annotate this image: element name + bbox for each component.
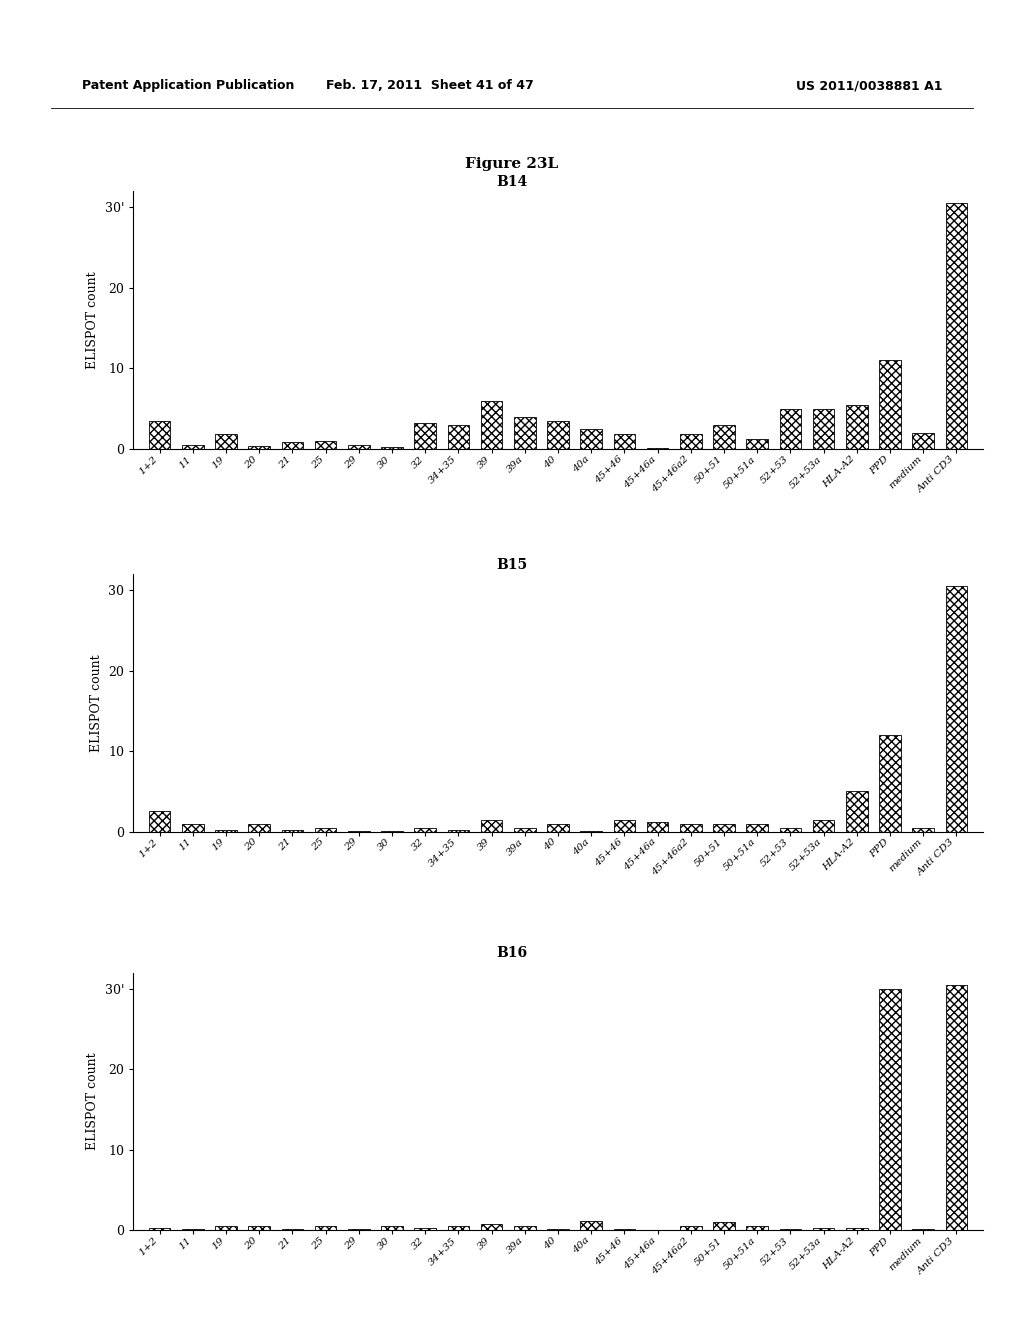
Bar	[215, 1226, 237, 1230]
Y-axis label: ELISPOT count: ELISPOT count	[86, 1053, 99, 1150]
Bar	[680, 434, 701, 449]
Bar	[846, 792, 867, 832]
Bar	[613, 820, 635, 832]
Text: US 2011/0038881 A1: US 2011/0038881 A1	[796, 79, 942, 92]
Bar	[813, 409, 835, 449]
Bar	[946, 985, 968, 1230]
Bar	[547, 824, 569, 832]
Bar	[746, 824, 768, 832]
Bar	[779, 1229, 801, 1230]
Bar	[746, 1226, 768, 1230]
Bar	[215, 830, 237, 832]
Bar	[415, 828, 436, 832]
Text: B15: B15	[497, 558, 527, 572]
Bar	[746, 440, 768, 449]
Bar	[680, 824, 701, 832]
Bar	[613, 434, 635, 449]
Bar	[813, 820, 835, 832]
Bar	[946, 203, 968, 449]
Bar	[249, 1226, 270, 1230]
Bar	[846, 404, 867, 449]
Bar	[912, 1229, 934, 1230]
Bar	[148, 812, 170, 832]
Text: Patent Application Publication: Patent Application Publication	[82, 79, 294, 92]
Bar	[547, 421, 569, 449]
Bar	[481, 820, 503, 832]
Bar	[381, 447, 402, 449]
Bar	[348, 445, 370, 449]
Bar	[714, 824, 735, 832]
Bar	[846, 1228, 867, 1230]
Bar	[514, 828, 536, 832]
Text: B14: B14	[497, 176, 527, 189]
Bar	[481, 1224, 503, 1230]
Text: Figure 23L: Figure 23L	[465, 157, 559, 170]
Bar	[880, 989, 901, 1230]
Bar	[880, 360, 901, 449]
Text: Feb. 17, 2011  Sheet 41 of 47: Feb. 17, 2011 Sheet 41 of 47	[327, 79, 534, 92]
Bar	[447, 425, 469, 449]
Y-axis label: ELISPOT count: ELISPOT count	[89, 655, 102, 751]
Bar	[779, 409, 801, 449]
Bar	[514, 1226, 536, 1230]
Bar	[415, 422, 436, 449]
Bar	[249, 824, 270, 832]
Bar	[481, 400, 503, 449]
Bar	[912, 828, 934, 832]
Bar	[315, 1226, 337, 1230]
Bar	[514, 417, 536, 449]
Bar	[415, 1228, 436, 1230]
Bar	[315, 441, 337, 449]
Bar	[946, 586, 968, 832]
Bar	[182, 824, 204, 832]
Bar	[647, 822, 669, 832]
Bar	[714, 1222, 735, 1230]
Bar	[581, 1221, 602, 1230]
Bar	[182, 445, 204, 449]
Bar	[315, 828, 337, 832]
Bar	[249, 446, 270, 449]
Bar	[912, 433, 934, 449]
Bar	[215, 434, 237, 449]
Bar	[282, 442, 303, 449]
Bar	[813, 1228, 835, 1230]
Bar	[714, 425, 735, 449]
Bar	[282, 830, 303, 832]
Bar	[282, 1229, 303, 1230]
Bar	[148, 1228, 170, 1230]
Bar	[680, 1226, 701, 1230]
Bar	[613, 1229, 635, 1230]
Bar	[447, 1226, 469, 1230]
Bar	[447, 830, 469, 832]
Bar	[880, 735, 901, 832]
Bar	[581, 429, 602, 449]
Bar	[779, 828, 801, 832]
Bar	[148, 421, 170, 449]
Text: B16: B16	[497, 946, 527, 960]
Y-axis label: ELISPOT count: ELISPOT count	[86, 272, 99, 368]
Bar	[381, 1226, 402, 1230]
